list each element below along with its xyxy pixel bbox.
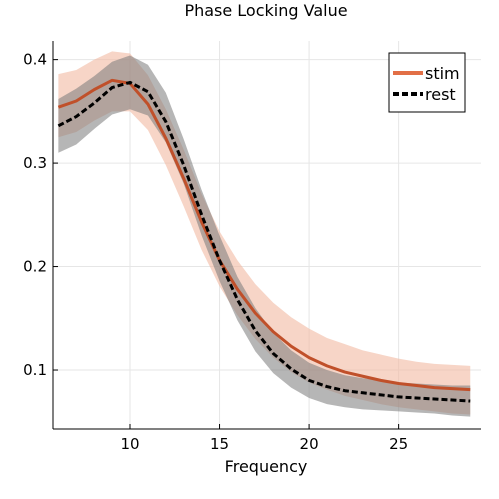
- y-tick-label-0.1: 0.1: [23, 361, 47, 379]
- x-axis-label: Frequency: [225, 457, 308, 476]
- y-tick-label-0.2: 0.2: [23, 258, 47, 276]
- x-tick-label-25: 25: [389, 435, 408, 453]
- legend-label-stim: stim: [425, 64, 460, 83]
- series-line-rest: [57, 80, 471, 403]
- legend-box: [388, 52, 466, 113]
- band-stim: [58, 51, 471, 415]
- axes: [52, 41, 481, 430]
- ticks: 10 15 20 25 0.1 0.2 0.3 0.4: [23, 51, 408, 453]
- band-rest: [58, 55, 471, 417]
- series-lines: [57, 78, 471, 403]
- chart-title: Phase Locking Value: [184, 1, 347, 20]
- y-tick-label-0.3: 0.3: [23, 154, 47, 172]
- x-tick-label-10: 10: [120, 435, 139, 453]
- x-tick-label-15: 15: [210, 435, 229, 453]
- y-tick-label-0.4: 0.4: [23, 51, 47, 69]
- legend-label-rest: rest: [425, 85, 456, 104]
- confidence-bands: [58, 51, 471, 417]
- legend: stim rest: [388, 52, 466, 113]
- x-tick-label-20: 20: [300, 435, 319, 453]
